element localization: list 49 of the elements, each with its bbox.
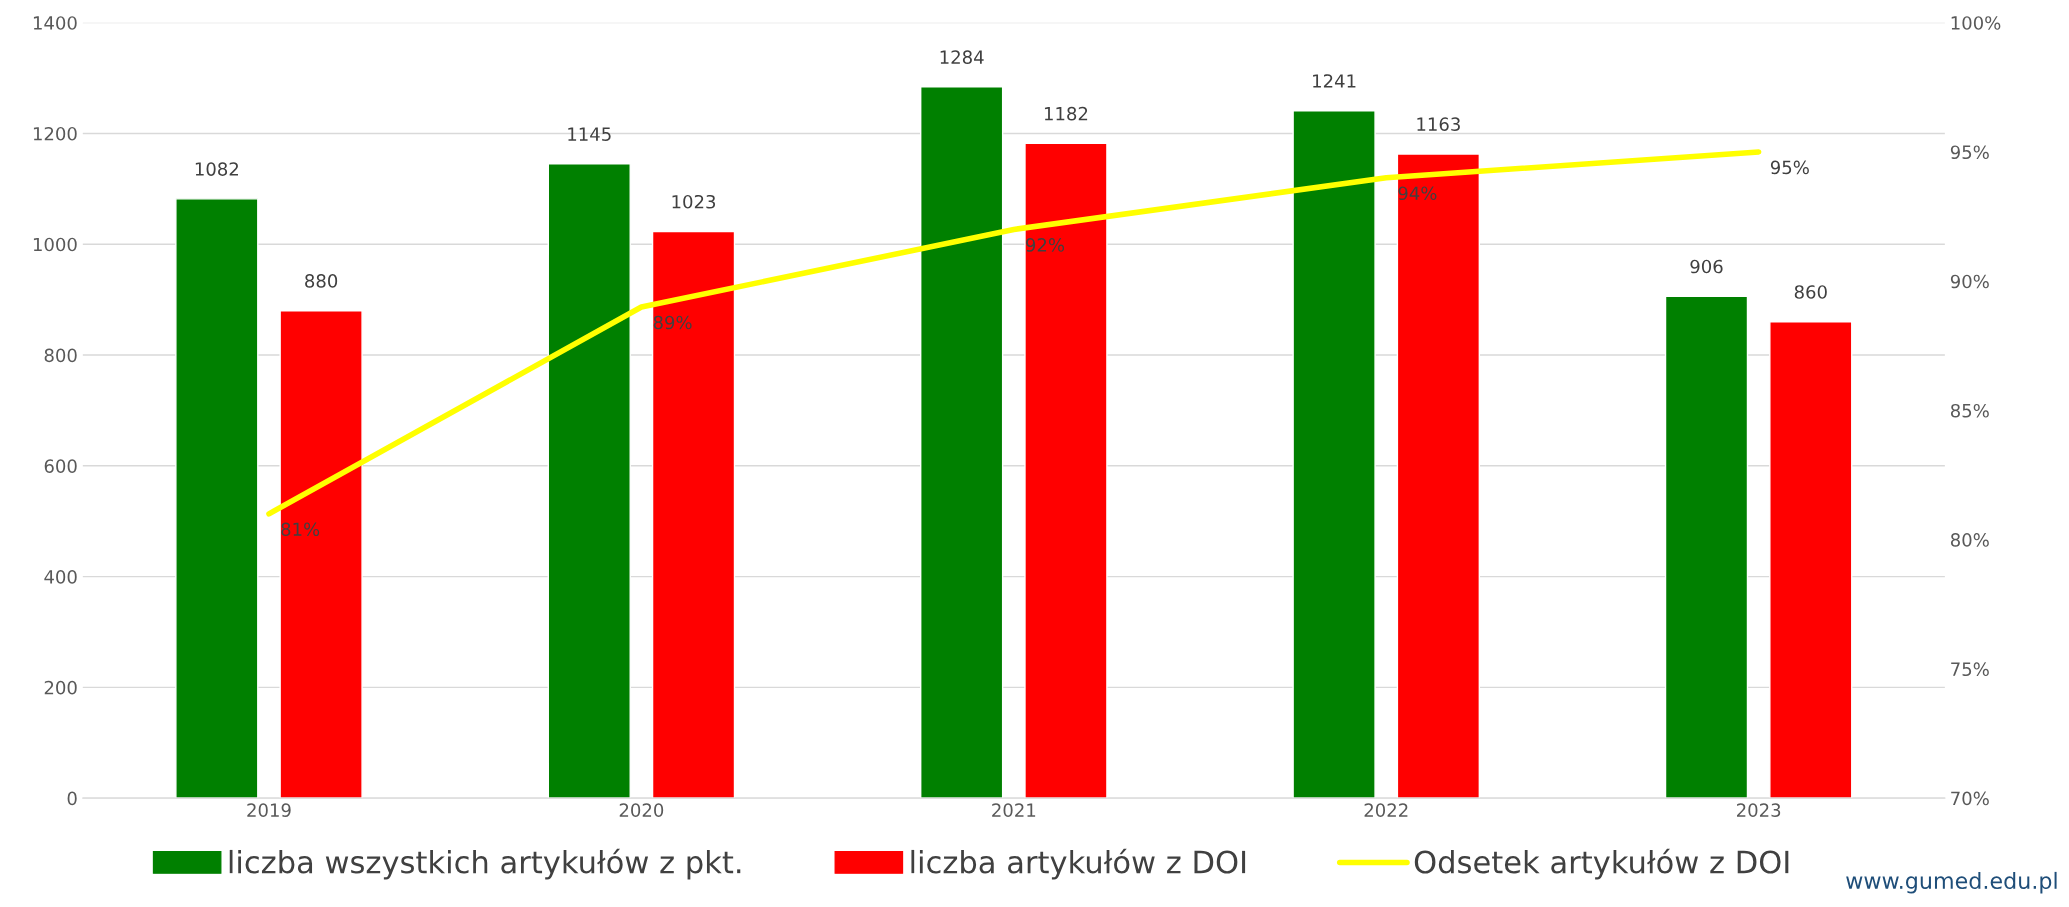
y-tick-label: 1200 [33,126,77,141]
data-label: 860 [1794,285,1827,299]
y-tick-label: 600 [44,459,77,473]
y2-tick-label: 70% [1951,791,1989,806]
y-tick-label: 1400 [33,16,77,30]
data-label: 94% [1398,186,1437,201]
bar [279,310,363,799]
data-label: 95% [1770,160,1809,175]
bar [1396,153,1481,799]
data-label: 1082 [195,162,238,176]
data-label: 1163 [1417,117,1460,132]
legend-label: liczba wszystkich artykułów z pkt. [229,848,741,880]
y-tick-label: 800 [44,348,77,363]
x-tick-label: 2019 [247,803,291,817]
bar [547,163,631,799]
data-label: 880 [305,274,338,288]
y-tick-label: 200 [44,680,77,695]
y2-tick-label: 95% [1950,145,1989,160]
x-tick-label: 2022 [1364,803,1408,817]
y2-tick-label: 85% [1950,403,1989,418]
data-label: 1182 [1044,106,1088,121]
bar [1024,142,1108,799]
data-label: 1145 [568,127,611,141]
y2-tick-label: 80% [1950,533,1989,547]
data-label: 1241 [1313,74,1356,88]
bar [1769,321,1853,799]
data-label: 1284 [940,50,984,64]
legend-label: Odsetek artykułów z DOI [1414,848,1789,880]
data-label: 906 [1690,259,1723,274]
bar [1292,110,1376,799]
y-tick-label: 400 [44,570,77,584]
bar [175,198,259,799]
y2-tick-label: 75% [1951,662,1989,677]
bar [1664,295,1749,799]
legend-label: liczba artykułów z DOI [911,848,1246,880]
y2-tick-label: 90% [1950,274,1989,289]
bar [920,86,1004,799]
x-tick-label: 2023 [1737,803,1781,817]
data-label: 81% [281,522,320,537]
y-tick-label: 0 [67,791,77,806]
y2-tick-label: 100% [1951,16,2001,30]
y-tick-label: 1000 [33,237,77,252]
data-label: 92% [1026,238,1065,252]
bar [651,230,736,799]
x-tick-label: 2021 [992,803,1036,817]
x-tick-label: 2020 [619,803,664,817]
data-label: 89% [653,315,692,330]
data-label: 1023 [672,194,716,209]
text: www.gumed.edu.pl [1846,871,2057,894]
